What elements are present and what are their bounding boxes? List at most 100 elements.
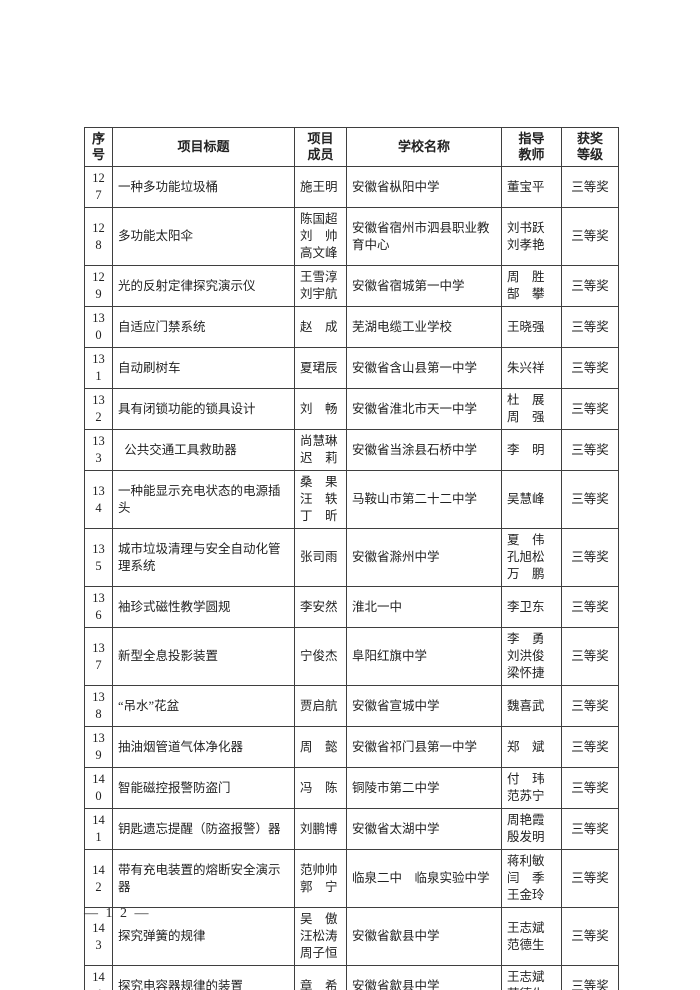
cell-advising-teachers: 周 胜 郜 攀 [501,265,562,307]
cell-school-name: 安徽省当涂县石桥中学 [346,429,502,471]
cell-project-title: 智能磁控报警防盗门 [112,767,295,809]
cell-project-title: 探究电容器规律的装置 [112,965,295,990]
table-row: 141 钥匙遗忘提醒（防盗报警）器 刘鹏博 安徽省太湖中学 周艳霞 殷发明 三等… [84,808,619,850]
cell-project-members: 陈国超 刘 帅 高文峰 [294,207,347,266]
cell-project-title: 一种多功能垃圾桶 [112,166,295,208]
cell-serial-number: 137 [84,627,113,686]
cell-project-title: 具有闭锁功能的锁具设计 [112,388,295,430]
cell-award-level: 三等奖 [561,429,619,471]
cell-school-name: 淮北一中 [346,586,502,628]
cell-project-title: 探究弹簧的规律 [112,907,295,966]
cell-project-members: 施王明 [294,166,347,208]
table-row: 136 袖珍式磁性教学圆规 李安然 淮北一中 李卫东 三等奖 [84,586,619,628]
award-list-table: 序号 项目标题 项目 成员 学校名称 指导 教师 获奖 等级 127 一种多功能… [84,127,619,990]
cell-school-name: 安徽省太湖中学 [346,808,502,850]
cell-school-name: 安徽省祁门县第一中学 [346,726,502,768]
cell-advising-teachers: 付 玮 范苏宁 [501,767,562,809]
cell-project-members: 范帅帅 郭 宁 [294,849,347,908]
cell-award-level: 三等奖 [561,586,619,628]
cell-project-title: 抽油烟管道气体净化器 [112,726,295,768]
cell-award-level: 三等奖 [561,347,619,389]
table-row: 140 智能磁控报警防盗门 冯 陈 铜陵市第二中学 付 玮 范苏宁 三等奖 [84,767,619,809]
cell-award-level: 三等奖 [561,907,619,966]
cell-advising-teachers: 王志斌 范德生 [501,965,562,990]
table-row: 138 “吊水”花盆 贾启航 安徽省宣城中学 魏喜武 三等奖 [84,685,619,727]
cell-school-name: 安徽省枞阳中学 [346,166,502,208]
cell-school-name: 安徽省宣城中学 [346,685,502,727]
cell-advising-teachers: 杜 展 周 强 [501,388,562,430]
cell-advising-teachers: 吴慧峰 [501,470,562,529]
table-row: 131 自动刷树车 夏珺辰 安徽省含山县第一中学 朱兴祥 三等奖 [84,347,619,389]
table-row: 129 光的反射定律探究演示仪 王雪淳 刘宇航 安徽省宿城第一中学 周 胜 郜 … [84,265,619,307]
cell-project-title: 多功能太阳伞 [112,207,295,266]
table-row: 132 具有闭锁功能的锁具设计 刘 畅 安徽省淮北市天一中学 杜 展 周 强 三… [84,388,619,430]
cell-project-members: 贾启航 [294,685,347,727]
cell-project-title: 公共交通工具救助器 [112,429,295,471]
cell-project-members: 夏珺辰 [294,347,347,389]
cell-advising-teachers: 夏 伟 孔旭松 万 鹏 [501,528,562,587]
cell-serial-number: 130 [84,306,113,348]
cell-school-name: 芜湖电缆工业学校 [346,306,502,348]
cell-advising-teachers: 李卫东 [501,586,562,628]
cell-award-level: 三等奖 [561,965,619,990]
cell-award-level: 三等奖 [561,388,619,430]
table-row: 128 多功能太阳伞 陈国超 刘 帅 高文峰 安徽省宿州市泗县职业教育中心 刘书… [84,207,619,266]
cell-project-members: 刘 畅 [294,388,347,430]
header-project-title: 项目标题 [112,127,295,167]
table-row: 142 带有充电装置的熔断安全演示器 范帅帅 郭 宁 临泉二中 临泉实验中学 蒋… [84,849,619,908]
cell-project-members: 赵 成 [294,306,347,348]
cell-school-name: 安徽省淮北市天一中学 [346,388,502,430]
cell-award-level: 三等奖 [561,726,619,768]
cell-serial-number: 142 [84,849,113,908]
cell-project-title: 带有充电装置的熔断安全演示器 [112,849,295,908]
cell-advising-teachers: 刘书跃 刘孝艳 [501,207,562,266]
cell-serial-number: 132 [84,388,113,430]
cell-advising-teachers: 周艳霞 殷发明 [501,808,562,850]
cell-serial-number: 135 [84,528,113,587]
cell-advising-teachers: 郑 斌 [501,726,562,768]
cell-advising-teachers: 王志斌 范德生 [501,907,562,966]
cell-school-name: 安徽省滁州中学 [346,528,502,587]
cell-award-level: 三等奖 [561,207,619,266]
cell-serial-number: 129 [84,265,113,307]
cell-award-level: 三等奖 [561,767,619,809]
cell-award-level: 三等奖 [561,528,619,587]
cell-project-title: 钥匙遗忘提醒（防盗报警）器 [112,808,295,850]
header-school-name: 学校名称 [346,127,502,167]
table-row: 139 抽油烟管道气体净化器 周 懿 安徽省祁门县第一中学 郑 斌 三等奖 [84,726,619,768]
cell-serial-number: 144 [84,965,113,990]
cell-project-title: “吊水”花盆 [112,685,295,727]
cell-project-title: 自动刷树车 [112,347,295,389]
cell-school-name: 阜阳红旗中学 [346,627,502,686]
cell-project-members: 周 懿 [294,726,347,768]
cell-project-members: 刘鹏博 [294,808,347,850]
header-row: 序号 项目标题 项目 成员 学校名称 指导 教师 获奖 等级 [84,127,619,167]
cell-award-level: 三等奖 [561,849,619,908]
cell-project-title: 自适应门禁系统 [112,306,295,348]
table-header: 序号 项目标题 项目 成员 学校名称 指导 教师 获奖 等级 [84,127,619,167]
cell-school-name: 安徽省宿城第一中学 [346,265,502,307]
cell-advising-teachers: 魏喜武 [501,685,562,727]
cell-project-title: 光的反射定律探究演示仪 [112,265,295,307]
header-advising-teachers: 指导 教师 [501,127,562,167]
page-number: — 1 2 — [84,906,151,921]
cell-advising-teachers: 朱兴祥 [501,347,562,389]
cell-award-level: 三等奖 [561,166,619,208]
cell-serial-number: 139 [84,726,113,768]
cell-award-level: 三等奖 [561,306,619,348]
cell-award-level: 三等奖 [561,685,619,727]
cell-serial-number: 127 [84,166,113,208]
cell-school-name: 安徽省歙县中学 [346,965,502,990]
cell-award-level: 三等奖 [561,627,619,686]
cell-project-members: 王雪淳 刘宇航 [294,265,347,307]
cell-award-level: 三等奖 [561,470,619,529]
table-row: 133 公共交通工具救助器 尚慧琳 迟 莉 安徽省当涂县石桥中学 李 明 三等奖 [84,429,619,471]
cell-school-name: 安徽省含山县第一中学 [346,347,502,389]
cell-advising-teachers: 王晓强 [501,306,562,348]
table-row: 130 自适应门禁系统 赵 成 芜湖电缆工业学校 王晓强 三等奖 [84,306,619,348]
cell-school-name: 安徽省歙县中学 [346,907,502,966]
table-row: 143 探究弹簧的规律 吴 傲 汪松涛 周子恒 安徽省歙县中学 王志斌 范德生 … [84,907,619,966]
cell-award-level: 三等奖 [561,808,619,850]
table-row: 137 新型全息投影装置 宁俊杰 阜阳红旗中学 李 勇 刘洪俊 梁怀捷 三等奖 [84,627,619,686]
